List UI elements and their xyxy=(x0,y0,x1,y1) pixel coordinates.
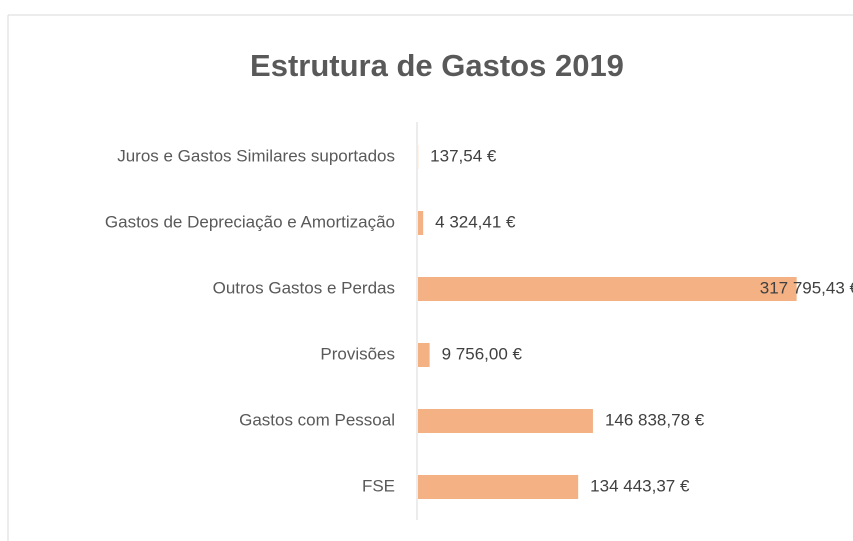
bar xyxy=(418,475,579,499)
data-label: 4 324,41 € xyxy=(435,212,516,231)
data-label: 146 838,78 € xyxy=(605,410,705,429)
data-label: 317 795,43 € xyxy=(760,278,853,297)
y-tick-label: Outros Gastos e Perdas xyxy=(213,278,395,297)
y-tick-label: Gastos com Pessoal xyxy=(239,410,395,429)
bar xyxy=(418,277,797,301)
chart-title: Estrutura de Gastos 2019 xyxy=(250,48,624,83)
data-label: 137,54 € xyxy=(430,146,497,165)
data-label: 9 756,00 € xyxy=(442,344,523,363)
y-tick-label: Juros e Gastos Similares suportados xyxy=(117,146,395,165)
bar xyxy=(418,343,430,367)
y-tick-label: Gastos de Depreciação e Amortização xyxy=(105,212,395,231)
y-tick-label: Provisões xyxy=(320,344,395,363)
y-tick-label: FSE xyxy=(362,476,395,495)
bar xyxy=(418,409,593,433)
bar xyxy=(418,211,424,235)
data-label: 134 443,37 € xyxy=(590,476,690,495)
